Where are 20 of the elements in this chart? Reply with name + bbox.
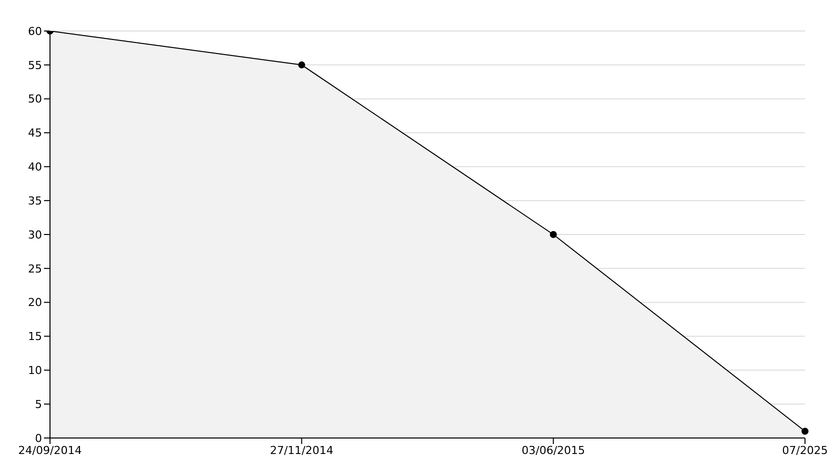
y-tick-label: 35 bbox=[28, 194, 42, 208]
point bbox=[550, 231, 557, 238]
point bbox=[802, 428, 808, 435]
point bbox=[298, 61, 306, 68]
y-tick-label: 40 bbox=[28, 160, 42, 174]
x-tick-label: 27/11/2014 bbox=[270, 444, 334, 457]
y-tick-label: 15 bbox=[28, 330, 42, 344]
y-tick-label: 10 bbox=[28, 364, 42, 378]
x-tick-label: 07/2025 bbox=[782, 444, 828, 457]
y-tick-label: 30 bbox=[28, 228, 42, 242]
y-tick-label: 60 bbox=[28, 24, 42, 38]
x-tick-label: 03/06/2015 bbox=[522, 444, 586, 457]
y-tick-label: 55 bbox=[28, 58, 42, 72]
y-tick-label: 5 bbox=[35, 398, 42, 411]
x-tick-label: 24/09/2014 bbox=[18, 444, 82, 457]
y-tick-label: 20 bbox=[28, 296, 42, 310]
y-tick-label: 0 bbox=[35, 432, 42, 445]
y-tick-label: 25 bbox=[28, 262, 42, 276]
y-tick-label: 50 bbox=[28, 92, 42, 106]
y-tick-label: 45 bbox=[28, 126, 42, 140]
